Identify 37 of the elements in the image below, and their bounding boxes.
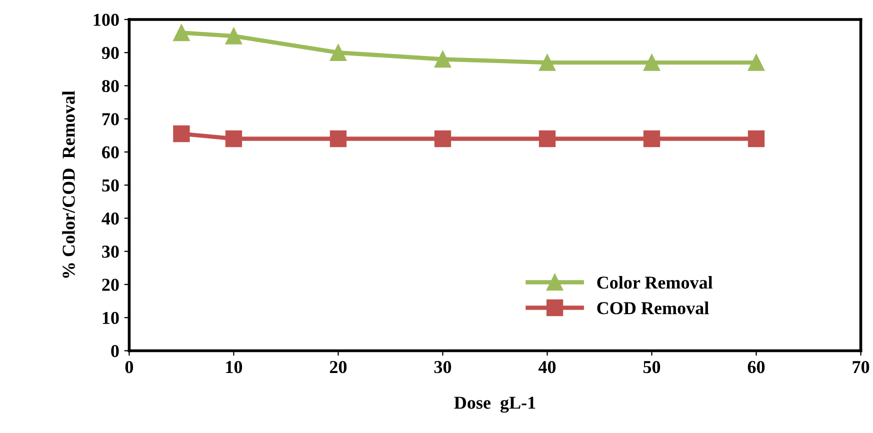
point: [538, 130, 556, 148]
y-tick-label: 20: [102, 278, 119, 291]
legend-label: COD Removal: [597, 302, 709, 314]
y-tick-label: 100: [94, 14, 119, 26]
point: [225, 28, 242, 44]
y-tick-label: 70: [102, 113, 119, 126]
point: [748, 54, 765, 71]
y-tick-label: 40: [102, 212, 119, 225]
point: [173, 125, 190, 142]
y-tick-label: 80: [102, 80, 119, 92]
x-axis-title: Dose gL-1: [454, 396, 536, 413]
y-tick-label: 10: [102, 312, 119, 324]
point: [643, 54, 660, 71]
y-tick-label: 60: [102, 146, 119, 158]
point: [434, 50, 452, 68]
point: [748, 130, 765, 148]
point: [173, 24, 190, 42]
x-tick-label: 20: [330, 360, 347, 374]
y-tick-label: 30: [102, 246, 119, 258]
y-tick-label: 90: [102, 46, 119, 60]
x-tick-label: 30: [434, 360, 452, 374]
point: [330, 44, 347, 61]
x-tick-label: 40: [538, 360, 556, 374]
point: [538, 54, 556, 71]
x-tick-label: 10: [226, 360, 242, 374]
point: [330, 130, 347, 148]
point: [434, 130, 452, 148]
y-tick-label: 0: [111, 344, 119, 358]
x-tick-label: 50: [643, 360, 660, 374]
x-tick-label: 60: [748, 360, 765, 374]
point: [643, 130, 660, 148]
point: [225, 130, 242, 148]
x-tick-label: 70: [852, 360, 870, 374]
x-tick-label: 0: [125, 360, 134, 374]
legend-label: Color Removal: [597, 276, 713, 289]
y-axis-title: % Color/COD Removal: [62, 90, 75, 278]
y-tick-label: 50: [102, 179, 119, 192]
